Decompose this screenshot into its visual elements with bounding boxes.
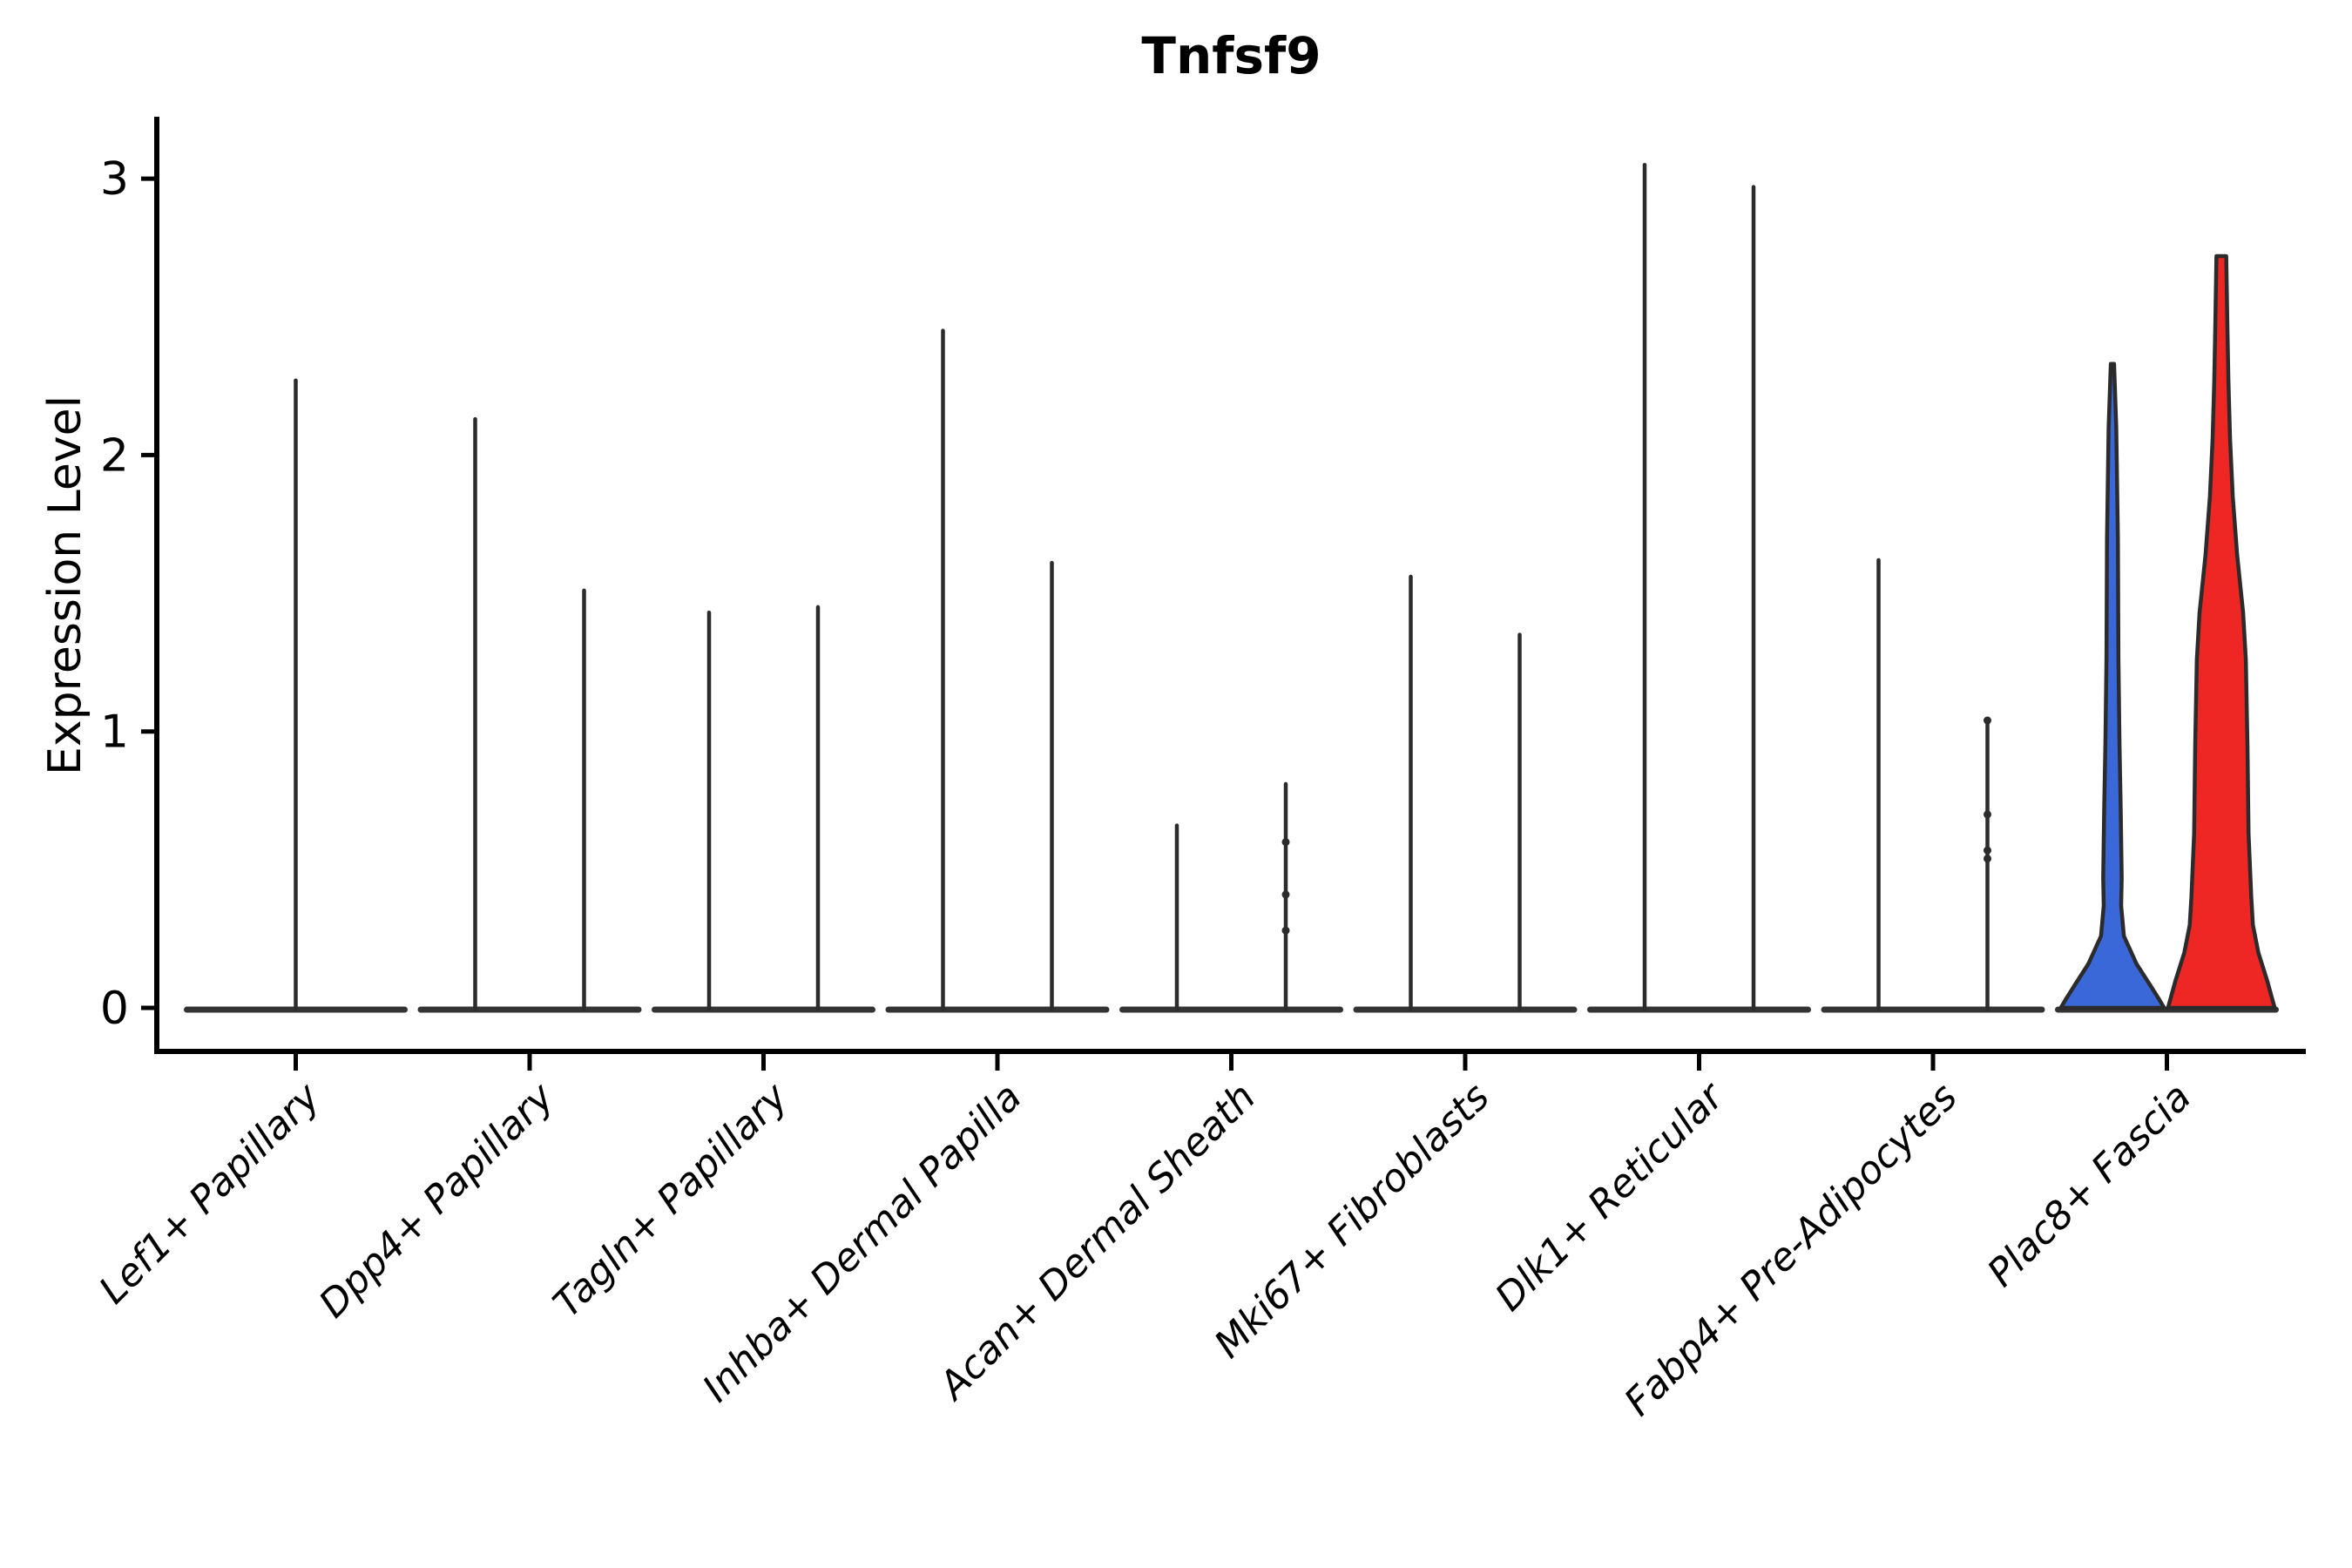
jitter-point	[1984, 716, 1991, 725]
y-axis-label: Expression Level	[39, 395, 91, 776]
x-tick-label: Plac8+ Fascia	[1979, 1075, 2200, 1295]
violin-red	[2166, 253, 2277, 1010]
x-tick-label: Dlk1+ Reticular	[1487, 1073, 1734, 1320]
x-tick-label: Dpp4+ Papillary	[311, 1074, 564, 1327]
y-tick-label: 1	[100, 706, 129, 759]
plot-title: Tnfsf9	[1141, 26, 1321, 85]
x-tick-label: Lef1+ Papillary	[91, 1074, 329, 1313]
y-tick-label: 2	[100, 429, 129, 482]
jitter-point	[1281, 838, 1290, 847]
jitter-point	[1984, 846, 1991, 855]
jitter-point	[1281, 926, 1290, 935]
jitter-point	[1281, 890, 1290, 899]
y-tick-label: 0	[100, 983, 129, 1035]
jitter-point	[1984, 810, 1991, 819]
violin-blue	[2058, 362, 2166, 1010]
jitter-point	[1984, 855, 1991, 863]
x-tick-label: Tagln+ Papillary	[545, 1074, 797, 1326]
y-tick-label: 3	[100, 153, 129, 206]
